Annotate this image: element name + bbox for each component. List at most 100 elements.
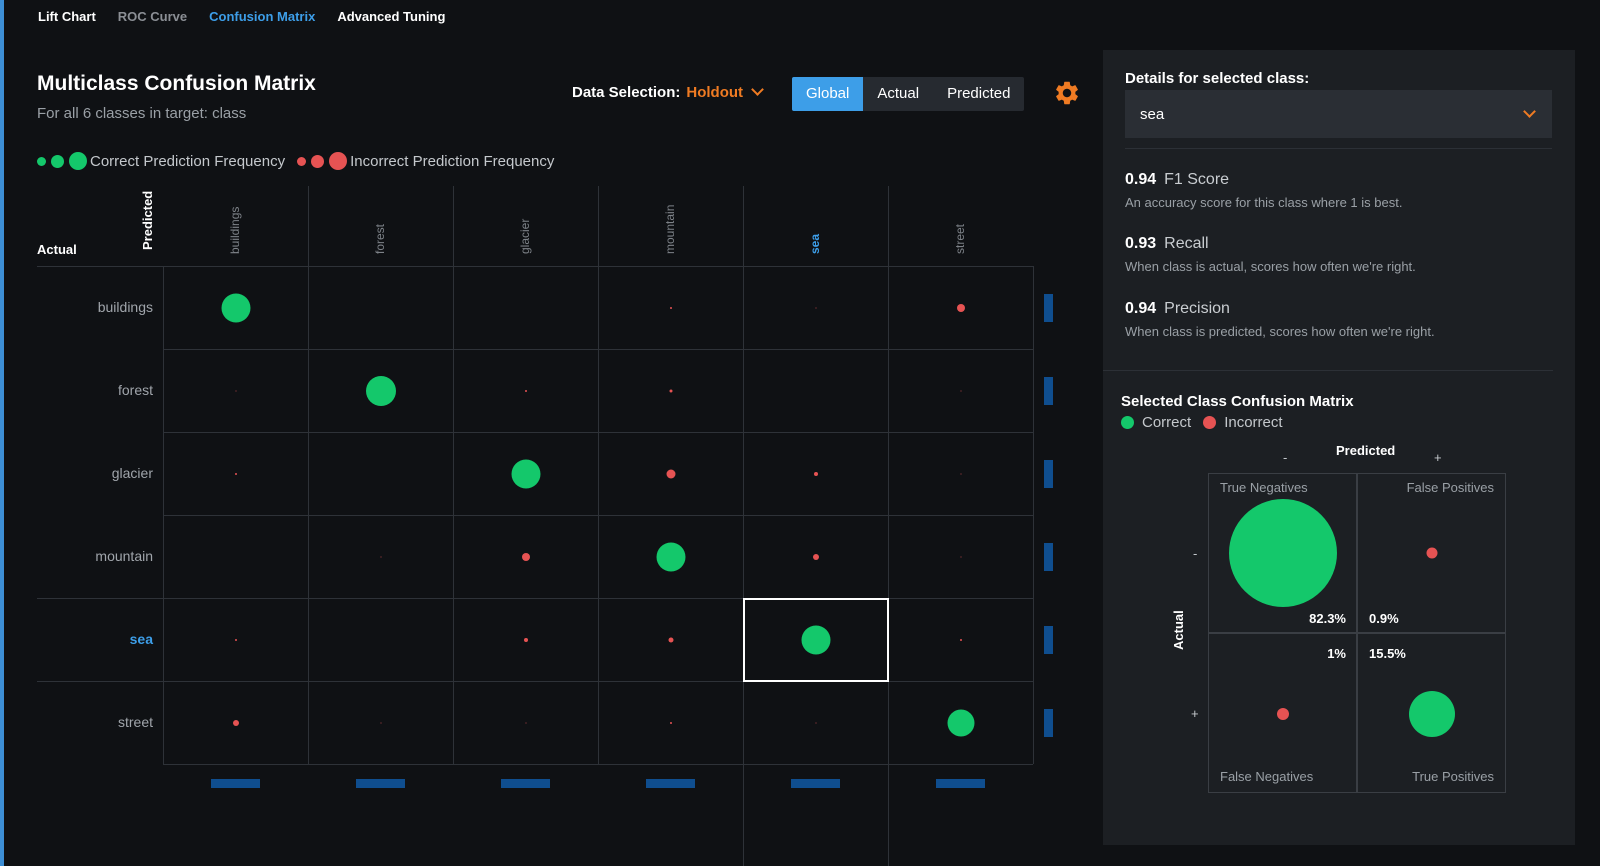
scm-act-negative-label: - <box>1193 546 1198 561</box>
row-label-buildings[interactable]: buildings <box>97 298 153 315</box>
cell-percent: 15.5% <box>1369 646 1406 661</box>
correct-bubble[interactable] <box>511 459 540 488</box>
incorrect-bubble[interactable] <box>813 471 818 476</box>
gear-icon[interactable] <box>1053 79 1081 107</box>
matrix-col-line <box>453 186 454 764</box>
view-actual-button[interactable]: Actual <box>877 85 920 102</box>
false-negatives-bubble <box>1277 708 1289 720</box>
column-label-mountain[interactable]: mountain <box>662 204 677 254</box>
selected-cell-highlight[interactable] <box>743 598 889 682</box>
details-label: Details for selected class: <box>1125 70 1310 87</box>
metric-value: 0.94 <box>1125 171 1157 188</box>
cell-label: False Negatives <box>1220 769 1314 784</box>
correct-bubble[interactable] <box>801 625 830 654</box>
matrix-row-line <box>163 764 1033 765</box>
data-selection-value: Holdout <box>686 84 744 101</box>
incorrect-bubble[interactable] <box>523 637 528 642</box>
tab-advanced-tuning[interactable]: Advanced Tuning <box>337 9 446 24</box>
incorrect-bubble[interactable] <box>956 303 965 312</box>
tab-confusion-matrix[interactable]: Confusion Matrix <box>209 9 316 24</box>
true-positives-bubble <box>1409 691 1455 737</box>
incorrect-bubble[interactable] <box>815 307 816 308</box>
row-label-mountain[interactable]: mountain <box>95 547 153 564</box>
incorrect-bubble[interactable] <box>815 722 816 723</box>
correct-bubble[interactable] <box>221 293 250 322</box>
matrix-col-line <box>163 266 164 764</box>
incorrect-bubble[interactable] <box>960 556 961 557</box>
matrix-col-line <box>598 186 599 764</box>
incorrect-bubble[interactable] <box>669 389 672 392</box>
scm-actual-label: Actual <box>1171 610 1186 650</box>
incorrect-bubble[interactable] <box>232 719 239 726</box>
incorrect-bubble[interactable] <box>521 552 530 561</box>
predicted-axis-label: Predicted <box>140 190 155 250</box>
column-label-glacier[interactable]: glacier <box>517 218 532 254</box>
metric-name: F1 Score <box>1164 171 1230 188</box>
cell-label: False Positives <box>1406 480 1494 495</box>
column-total-bar <box>356 779 405 788</box>
correct-bubble[interactable] <box>656 542 685 571</box>
incorrect-bubble[interactable] <box>668 637 673 642</box>
column-total-bar <box>646 779 695 788</box>
column-total-bar <box>211 779 260 788</box>
incorrect-bubble[interactable] <box>234 638 237 641</box>
incorrect-bubble[interactable] <box>666 469 675 478</box>
legend-incorrect: Incorrect <box>1224 414 1283 431</box>
column-total-bar <box>936 779 985 788</box>
column-label-sea[interactable]: sea <box>807 233 822 254</box>
incorrect-bubble[interactable] <box>960 390 961 391</box>
false-positives-cell[interactable]: False Positives 0.9% <box>1357 473 1506 633</box>
row-label-sea[interactable]: sea <box>129 630 153 647</box>
legend-dot-small <box>297 156 307 166</box>
column-label-street[interactable]: street <box>952 223 967 254</box>
column-total-bar <box>791 779 840 788</box>
incorrect-bubble[interactable] <box>380 722 381 723</box>
incorrect-bubble[interactable] <box>380 556 381 557</box>
confusion-matrix: Predicted Actual buildings forest glacier m… <box>37 186 1053 866</box>
legend-correct: Correct <box>1142 414 1192 431</box>
matrix-row-line <box>37 598 1033 599</box>
view-predicted-button[interactable]: Predicted <box>947 85 1011 102</box>
incorrect-bubble[interactable] <box>669 721 672 724</box>
row-total-bar <box>1044 626 1053 654</box>
incorrect-bubble[interactable] <box>812 553 819 560</box>
column-label-forest[interactable]: forest <box>372 223 387 254</box>
class-select[interactable]: sea <box>1125 90 1552 138</box>
row-label-street[interactable]: street <box>117 713 153 730</box>
false-positives-bubble <box>1426 547 1438 559</box>
incorrect-bubble[interactable] <box>235 390 236 391</box>
true-positives-cell[interactable]: 15.5% True Positives <box>1357 633 1506 793</box>
false-negatives-cell[interactable]: 1% False Negatives <box>1208 633 1357 793</box>
matrix-col-line <box>308 186 309 764</box>
matrix-row-line <box>37 681 1033 682</box>
metric-description: When class is actual, scores how often w… <box>1125 259 1416 274</box>
cell-percent: 0.9% <box>1369 611 1399 626</box>
legend-dot-small <box>37 156 46 166</box>
incorrect-bubble[interactable] <box>524 389 527 392</box>
row-total-bar <box>1044 543 1053 571</box>
data-selection-dropdown[interactable]: Data Selection: Holdout <box>572 83 764 101</box>
frequency-legend: Correct Prediction Frequency Incorrect P… <box>37 152 554 170</box>
cell-label: True Negatives <box>1220 480 1308 495</box>
row-total-bar <box>1044 709 1053 737</box>
true-negatives-cell[interactable]: True Negatives 82.3% <box>1208 473 1357 633</box>
incorrect-bubble[interactable] <box>525 722 526 723</box>
chevron-down-icon <box>1523 105 1536 118</box>
correct-bubble[interactable] <box>365 375 396 406</box>
column-label-buildings[interactable]: buildings <box>227 206 242 254</box>
correct-bubble[interactable] <box>947 709 974 736</box>
scm-predicted-label: Predicted <box>1336 443 1396 458</box>
matrix-header-line <box>37 266 1033 267</box>
view-global-button[interactable]: Global <box>792 77 864 111</box>
incorrect-bubble[interactable] <box>669 306 672 309</box>
incorrect-bubble[interactable] <box>959 638 962 641</box>
incorrect-bubble[interactable] <box>234 472 237 475</box>
tab-roc-curve[interactable]: ROC Curve <box>117 9 188 24</box>
row-label-forest[interactable]: forest <box>117 381 153 398</box>
incorrect-bubble[interactable] <box>960 473 961 474</box>
row-label-glacier[interactable]: glacier <box>111 464 153 481</box>
class-select-value: sea <box>1140 105 1165 123</box>
metric-value: 0.94 <box>1125 300 1157 317</box>
tab-lift-chart[interactable]: Lift Chart <box>38 9 96 24</box>
left-accent-bar <box>0 0 4 866</box>
